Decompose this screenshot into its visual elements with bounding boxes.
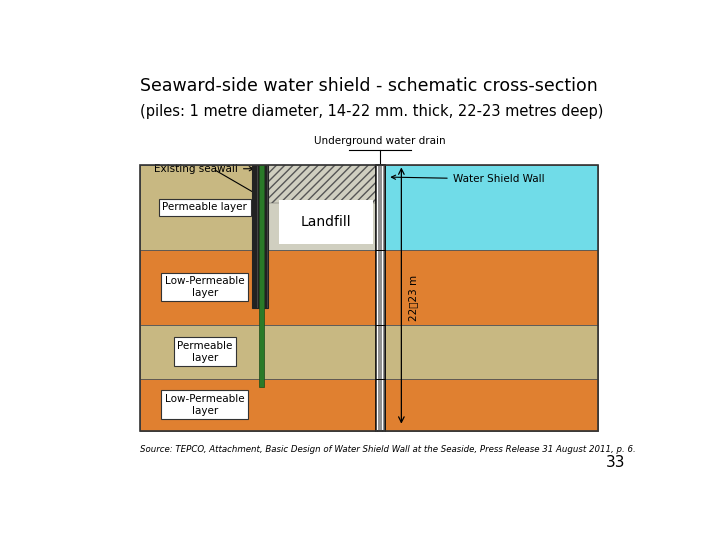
Bar — [259, 165, 264, 387]
Text: Permeable layer: Permeable layer — [162, 202, 247, 212]
Bar — [140, 165, 598, 431]
Bar — [253, 165, 268, 308]
Bar — [253, 165, 255, 308]
Text: Existing seawall: Existing seawall — [154, 164, 253, 174]
Bar — [140, 165, 376, 250]
Bar — [268, 165, 376, 203]
Bar — [256, 165, 257, 308]
Text: Source: TEPCO, Attachment, Basic Design of Water Shield Wall at the Seaside, Pre: Source: TEPCO, Attachment, Basic Design … — [140, 446, 636, 454]
Bar — [384, 379, 598, 431]
Bar — [140, 379, 376, 431]
Bar — [261, 165, 262, 308]
Text: Water Shield Wall: Water Shield Wall — [392, 174, 544, 184]
Bar — [268, 165, 376, 250]
Text: Landfill: Landfill — [301, 215, 351, 229]
Bar — [140, 250, 376, 325]
Text: Permeable
layer: Permeable layer — [177, 341, 233, 362]
Bar — [376, 165, 384, 431]
Bar — [258, 165, 259, 308]
Bar — [384, 325, 598, 379]
Bar — [263, 165, 264, 308]
Bar — [279, 200, 373, 244]
Text: 22～23 m: 22～23 m — [408, 274, 418, 321]
Text: (piles: 1 metre diameter, 14-22 mm. thick, 22-23 metres deep): (piles: 1 metre diameter, 14-22 mm. thic… — [140, 104, 603, 119]
Text: Seaward-side water shield - schematic cross-section: Seaward-side water shield - schematic cr… — [140, 77, 598, 95]
Bar — [384, 165, 598, 250]
Bar — [265, 165, 267, 308]
Text: 33: 33 — [606, 455, 626, 470]
Bar — [384, 250, 598, 325]
Text: Low-Permeable
layer: Low-Permeable layer — [165, 394, 245, 415]
Bar — [140, 325, 376, 379]
Text: Low-Permeable
layer: Low-Permeable layer — [165, 276, 245, 298]
Text: Underground water drain: Underground water drain — [315, 136, 446, 146]
